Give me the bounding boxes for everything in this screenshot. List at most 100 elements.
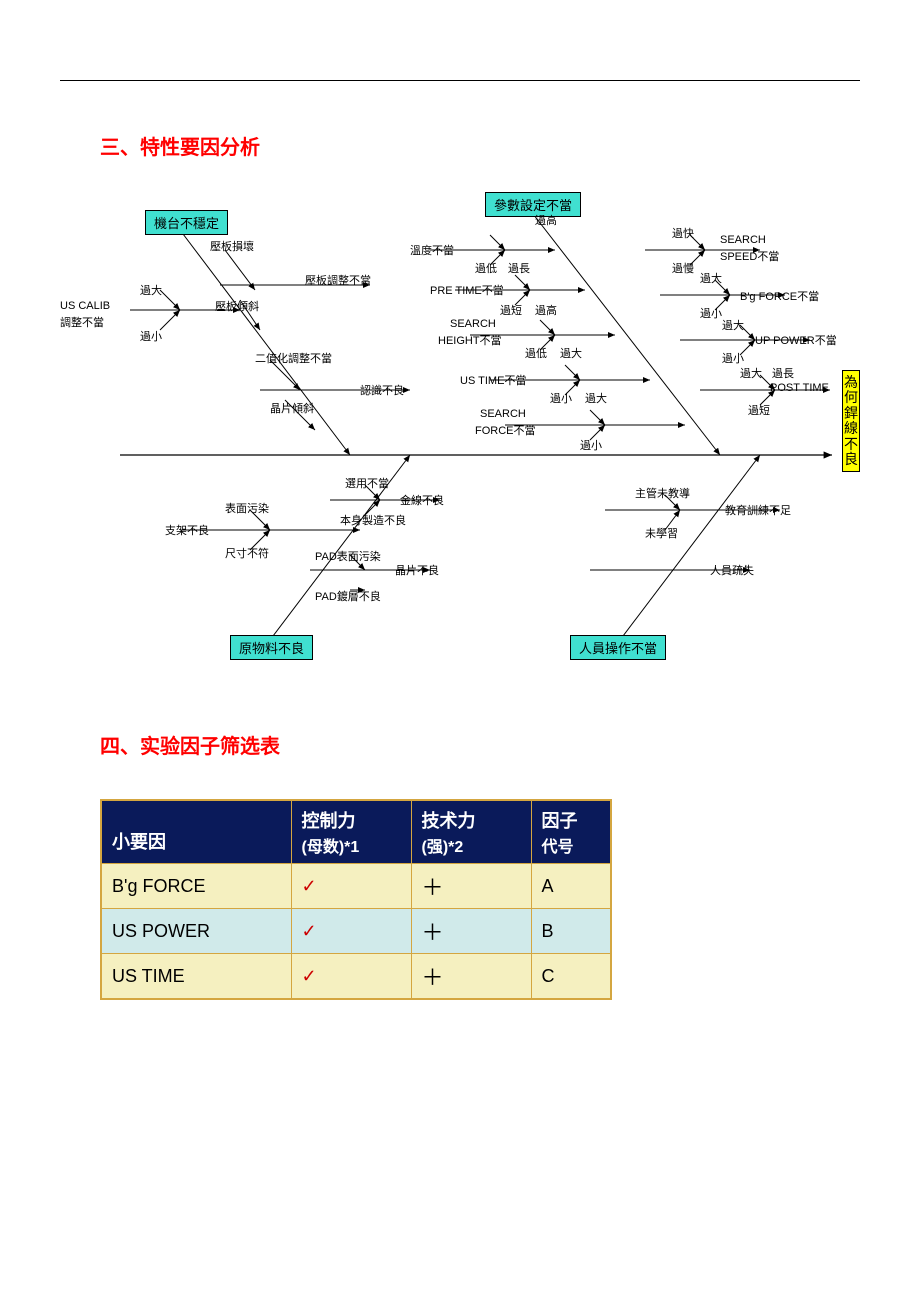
lbl-sizeno: 尺寸不符 <box>225 545 269 561</box>
lbl-sheight: SEARCH <box>450 318 496 330</box>
check-icon: ✓ <box>302 921 317 941</box>
factor-table-wrap: 小要因 控制力 (母数)*1 技术力 (强)*2 因子代号 B'g FORCE ✓ … <box>100 799 860 1000</box>
lbl-chipbad: 晶片不良 <box>395 562 439 578</box>
lbl-big5: 過大 <box>700 270 722 286</box>
cell-tech: ＋ <box>411 864 531 909</box>
lbl-big3: 過大 <box>560 345 582 361</box>
lbl-frame: 支架不良 <box>165 522 209 538</box>
table-body: B'g FORCE ✓ ＋ A US POWER ✓ ＋ B US TIME ✓… <box>101 864 611 1000</box>
cell-name: US POWER <box>101 909 291 954</box>
cell-tech: ＋ <box>411 909 531 954</box>
lbl-ustime: US TIME不當 <box>460 372 526 388</box>
lbl-long2: 過長 <box>772 365 794 381</box>
cell-code: A <box>531 864 611 909</box>
lbl-careless: 人員疏失 <box>710 562 754 578</box>
plus-icon: ＋ <box>422 965 444 990</box>
lbl-chiptilt: 晶片傾斜 <box>270 400 314 416</box>
lbl-binarize: 二值化調整不當 <box>255 350 332 366</box>
cell-control: ✓ <box>291 864 411 909</box>
lbl-posttime: POST TIME <box>770 382 829 394</box>
lbl-big7: 過大 <box>740 365 762 381</box>
lbl-big4: 過大 <box>585 390 607 406</box>
cell-control: ✓ <box>291 909 411 954</box>
lbl-sforce2: FORCE不當 <box>475 422 536 438</box>
th-tech-label: 技术力 <box>422 811 476 831</box>
th-tech: 技术力 (强)*2 <box>411 800 531 864</box>
cell-control: ✓ <box>291 954 411 1000</box>
lbl-low2: 過低 <box>525 345 547 361</box>
effect-text: 為何銲線不良 <box>844 374 858 467</box>
lbl-sspeed2: SPEED不當 <box>720 248 779 264</box>
lbl-platedmg: 壓板損壞 <box>210 238 254 254</box>
lbl-high0: 過高 <box>535 212 557 228</box>
section-4-title: 四、实验因子筛选表 <box>100 730 860 759</box>
cell-name: US TIME <box>101 954 291 1000</box>
table-row: B'g FORCE ✓ ＋ A <box>101 864 611 909</box>
cat-material: 原物料不良 <box>230 635 313 660</box>
cat-param: 參數設定不當 <box>485 192 581 217</box>
lbl-uscalib: US CALIB <box>60 300 110 312</box>
th-code-label: 因子 <box>542 811 578 831</box>
lbl-wire: 金線不良 <box>400 492 444 508</box>
cat-machine: 機台不穩定 <box>145 210 228 235</box>
lbl-edu: 教育訓練不足 <box>725 502 791 518</box>
lbl-padsurf: PAD表面污染 <box>315 548 381 564</box>
th-control-label: 控制力 <box>302 811 356 831</box>
lbl-fast: 過快 <box>672 225 694 241</box>
th-control: 控制力 (母数)*1 <box>291 800 411 864</box>
check-icon: ✓ <box>302 966 317 986</box>
lbl-selfbad: 本身製造不良 <box>340 512 406 528</box>
lbl-low1: 過低 <box>475 260 497 276</box>
lbl-padthick: PAD鍍層不良 <box>315 588 381 604</box>
th-code-sub: 代号 <box>542 839 574 856</box>
lbl-small5: 過小 <box>700 305 722 321</box>
table-row: US POWER ✓ ＋ B <box>101 909 611 954</box>
lbl-small6: 過小 <box>722 350 744 366</box>
lbl-noteach: 主管未教導 <box>635 485 690 501</box>
th-factor: 小要因 <box>101 800 291 864</box>
fishbone-diagram: 機台不穩定 參數設定不當 原物料不良 人員操作不當 為何銲線不良 US CALI… <box>60 190 860 670</box>
lbl-wronguse: 選用不當 <box>345 475 389 491</box>
cat-people: 人員操作不當 <box>570 635 666 660</box>
lbl-uscalib2: 調整不當 <box>60 314 104 330</box>
th-factor-label: 小要因 <box>112 832 166 852</box>
lbl-bgforce: B'g FORCE不當 <box>740 288 819 304</box>
section-3-title: 三、特性要因分析 <box>100 131 860 160</box>
lbl-short1: 過短 <box>500 302 522 318</box>
lbl-sspeed: SEARCH <box>720 234 766 246</box>
lbl-small1: 過小 <box>140 328 162 344</box>
effect-box: 為何銲線不良 <box>842 370 860 472</box>
lbl-surfcont: 表面污染 <box>225 500 269 516</box>
table-header-row: 小要因 控制力 (母数)*1 技术力 (强)*2 因子代号 <box>101 800 611 864</box>
lbl-pretime: PRE TIME不當 <box>430 282 504 298</box>
lbl-small4: 過小 <box>580 437 602 453</box>
lbl-recog: 認識不良 <box>360 382 404 398</box>
lbl-big6: 過大 <box>722 317 744 333</box>
lbl-slow: 過慢 <box>672 260 694 276</box>
cell-code: C <box>531 954 611 1000</box>
lbl-sheight2: HEIGHT不當 <box>438 332 502 348</box>
factor-table: 小要因 控制力 (母数)*1 技术力 (强)*2 因子代号 B'g FORCE ✓ … <box>100 799 612 1000</box>
plus-icon: ＋ <box>422 920 444 945</box>
check-icon: ✓ <box>302 876 317 896</box>
cell-tech: ＋ <box>411 954 531 1000</box>
plus-icon: ＋ <box>422 875 444 900</box>
lbl-big1: 過大 <box>140 282 162 298</box>
lbl-plateadj: 壓板調整不當 <box>305 272 371 288</box>
lbl-nolearn: 未學習 <box>645 525 678 541</box>
lbl-long1: 過長 <box>508 260 530 276</box>
lbl-platetilt: 壓板傾斜 <box>215 298 259 314</box>
lbl-high2: 過高 <box>535 302 557 318</box>
lbl-uppower: UP POWER不當 <box>755 332 837 348</box>
cell-name: B'g FORCE <box>101 864 291 909</box>
th-code: 因子代号 <box>531 800 611 864</box>
cell-code: B <box>531 909 611 954</box>
th-control-sub: (母数)*1 <box>302 839 360 856</box>
lbl-sforce: SEARCH <box>480 408 526 420</box>
lbl-temp: 溫度不當 <box>410 242 454 258</box>
lbl-small3: 過小 <box>550 390 572 406</box>
table-row: US TIME ✓ ＋ C <box>101 954 611 1000</box>
lbl-short2: 過短 <box>748 402 770 418</box>
th-tech-sub: (强)*2 <box>422 839 464 856</box>
top-rule <box>60 80 860 81</box>
